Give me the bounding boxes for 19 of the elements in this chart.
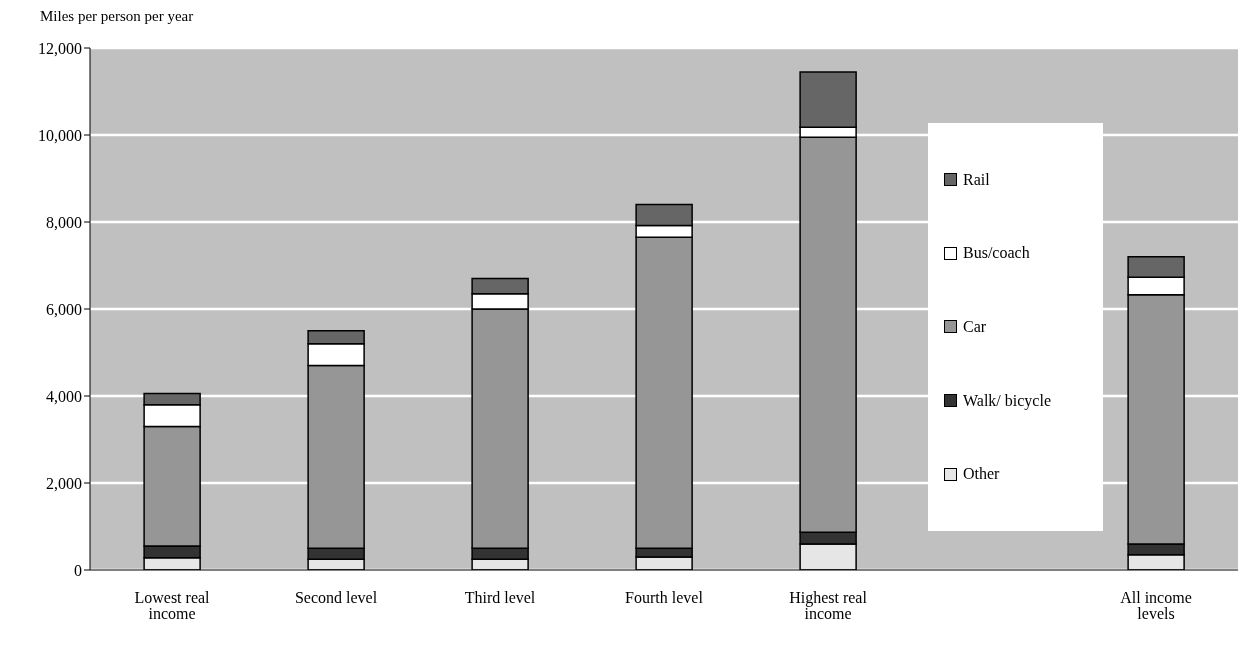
y-tick-label: 0 bbox=[74, 561, 82, 579]
y-tick-label: 4,000 bbox=[46, 387, 82, 405]
x-tick-label: Fourth level bbox=[625, 589, 704, 607]
x-tick-label: Second level bbox=[294, 589, 378, 607]
legend-label: Car bbox=[963, 317, 987, 336]
x-tick-label: Lowest real income bbox=[134, 589, 211, 623]
y-tick-label: 8,000 bbox=[46, 213, 82, 231]
y-tick-label: 2,000 bbox=[46, 474, 82, 492]
legend-label: Other bbox=[963, 465, 1000, 484]
x-tick-label: Third level bbox=[464, 589, 536, 607]
legend-label: Bus/coach bbox=[963, 244, 1030, 263]
x-tick-label: All income levels bbox=[1120, 589, 1192, 623]
x-tick-label: Highest real income bbox=[789, 589, 868, 623]
y-axis-title: Miles per person per year bbox=[40, 8, 194, 25]
legend-label: Rail bbox=[963, 170, 990, 189]
legend-label: Walk/ bicycle bbox=[963, 391, 1052, 410]
y-tick-label: 10,000 bbox=[38, 126, 82, 144]
y-tick-label: 12,000 bbox=[38, 39, 82, 57]
y-tick-label: 6,000 bbox=[46, 300, 82, 318]
